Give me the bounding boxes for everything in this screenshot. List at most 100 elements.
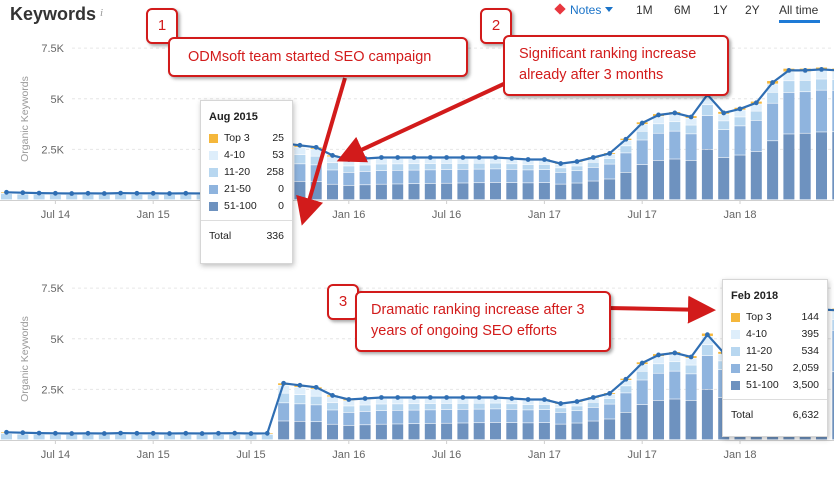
- total-point: [444, 155, 449, 160]
- bar-segment: [212, 434, 224, 440]
- bar-segment: [359, 425, 371, 440]
- bar-segment: [750, 111, 762, 121]
- bar-segment: [636, 364, 648, 371]
- bar-segment: [653, 364, 664, 373]
- bar-segment: [636, 124, 648, 131]
- bar-segment: [685, 374, 697, 401]
- bar-segment: [392, 424, 404, 440]
- tooltip-total-row: Total 336: [201, 225, 292, 247]
- range-1m-button[interactable]: 1M: [636, 3, 653, 17]
- bar-segment: [816, 132, 827, 200]
- bar-segment: [620, 386, 632, 393]
- bar-segment: [441, 403, 453, 410]
- bar-segment: [343, 412, 355, 426]
- total-point: [427, 155, 433, 160]
- total-point: [4, 429, 9, 435]
- legend-swatch-4-10: [731, 330, 740, 339]
- bar-segment: [506, 422, 518, 440]
- total-point: [379, 155, 384, 160]
- bar-segment: [327, 410, 338, 424]
- bar-segment: [408, 164, 420, 170]
- bar-segment: [734, 126, 746, 155]
- bar-segment: [229, 434, 241, 440]
- bar-segment: [359, 159, 371, 165]
- bar-segment: [587, 407, 599, 421]
- bar-segment: [408, 424, 420, 440]
- bar-segment: [571, 166, 583, 171]
- legend-swatch-21-50: [731, 364, 740, 373]
- bar-segment: [490, 403, 501, 409]
- bar-segment: [424, 158, 436, 164]
- bar-segment: [734, 117, 746, 126]
- bar-segment: [538, 404, 550, 410]
- bar-segment: [473, 183, 485, 200]
- x-tick-label: Jan 18: [723, 209, 756, 221]
- bar-segment: [392, 158, 404, 164]
- notes-dropdown[interactable]: Notes: [554, 3, 614, 17]
- bar-segment: [538, 409, 550, 423]
- range-2y-button[interactable]: 2Y: [745, 3, 760, 17]
- bar-segment: [701, 96, 713, 105]
- annotation-3-box: Dramatic ranking increase after 3 years …: [355, 291, 611, 352]
- bar-segment: [783, 81, 795, 93]
- bar-segment: [685, 365, 697, 374]
- bar-segment: [538, 182, 550, 200]
- total-point: [134, 430, 140, 436]
- bar-segment: [359, 405, 371, 412]
- total-point: [36, 430, 42, 436]
- bar-segment: [310, 182, 322, 200]
- bar-segment: [327, 170, 338, 184]
- tooltip-row-21-50: 21-50 0: [201, 182, 292, 199]
- annotation-1-box: ODMsoft team started SEO campaign: [168, 37, 468, 77]
- bar-segment: [180, 434, 192, 440]
- total-point: [607, 151, 612, 156]
- y-tick-label: 5K: [51, 94, 65, 106]
- bar-segment: [506, 159, 518, 164]
- tooltip-row-label: 11-20: [224, 166, 251, 178]
- bar-segment: [620, 393, 632, 413]
- total-point: [199, 431, 205, 436]
- bar-segment: [506, 169, 518, 183]
- widget-title: Keywords: [10, 4, 97, 24]
- bar-segment: [522, 423, 534, 440]
- bar-segment: [310, 165, 322, 182]
- range-1y-button[interactable]: 1Y: [713, 3, 728, 17]
- total-point: [4, 189, 9, 195]
- tooltip-title: Aug 2015: [209, 111, 258, 123]
- total-point: [770, 80, 775, 85]
- bar-segment: [620, 140, 632, 146]
- tooltip-row-label: 11-20: [746, 345, 773, 357]
- legend-swatch-4-10: [209, 151, 218, 160]
- bar-segment: [147, 194, 159, 200]
- bar-segment: [343, 425, 355, 440]
- total-point: [53, 430, 58, 436]
- total-point: [150, 190, 156, 196]
- bar-segment: [587, 167, 599, 181]
- y-tick-label: 2.5K: [41, 384, 64, 396]
- x-tick-label: Jul 16: [432, 209, 461, 221]
- total-point: [36, 190, 42, 196]
- bar-segment: [571, 423, 583, 440]
- bar-segment: [131, 434, 143, 440]
- bar-segment: [115, 434, 127, 440]
- bar-segment: [669, 354, 681, 362]
- range-all-time-button[interactable]: All time: [779, 3, 819, 17]
- bar-segment: [457, 409, 469, 423]
- bar-segment: [571, 402, 583, 406]
- bar-segment: [490, 169, 501, 183]
- range-6m-button[interactable]: 6M: [674, 3, 691, 17]
- total-point: [379, 395, 384, 400]
- info-icon[interactable]: i: [100, 7, 104, 19]
- bar-segment: [310, 422, 322, 440]
- bar-segment: [832, 311, 834, 320]
- bar-segment: [359, 399, 371, 405]
- bar-segment: [571, 171, 583, 183]
- bar-segment: [522, 404, 534, 410]
- bar-segment: [620, 412, 632, 440]
- total-point: [672, 350, 678, 356]
- bar-segment: [636, 140, 648, 165]
- total-point: [460, 395, 466, 400]
- x-tick-label: Jul 14: [41, 209, 70, 221]
- bar-segment: [587, 181, 599, 200]
- y-axis-label: Organic Keywords: [19, 316, 31, 402]
